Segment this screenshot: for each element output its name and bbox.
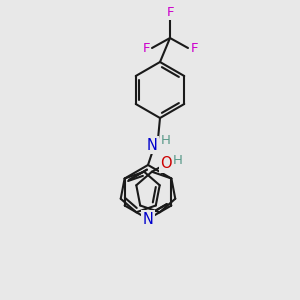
Text: N: N bbox=[147, 137, 158, 152]
Text: H: H bbox=[173, 154, 183, 167]
Text: O: O bbox=[160, 156, 172, 171]
Text: F: F bbox=[166, 5, 174, 19]
Text: F: F bbox=[190, 41, 198, 55]
Text: F: F bbox=[142, 41, 150, 55]
Text: N: N bbox=[142, 212, 153, 226]
Text: H: H bbox=[161, 134, 171, 148]
